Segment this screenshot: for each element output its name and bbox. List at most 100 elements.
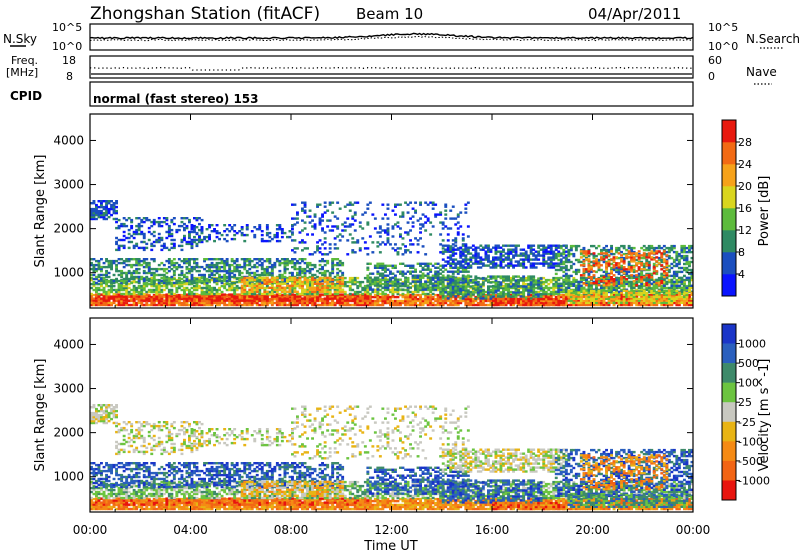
power-cell	[203, 303, 206, 307]
power-cell	[635, 299, 639, 303]
power-cell	[386, 301, 390, 305]
power-cell	[92, 273, 96, 277]
power-cell	[348, 233, 352, 236]
power-cell	[117, 226, 121, 230]
power-cell	[228, 297, 232, 300]
power-cell	[436, 301, 440, 305]
power-cell	[494, 256, 498, 259]
power-cell	[190, 295, 194, 298]
power-cell	[411, 284, 415, 288]
power-cell	[185, 303, 189, 307]
power-cell	[293, 284, 297, 288]
power-cell	[115, 220, 118, 224]
power-cell	[585, 276, 588, 280]
power-cell	[175, 281, 179, 285]
power-cell	[341, 288, 345, 291]
power-cell	[263, 278, 267, 282]
power-cell	[203, 301, 206, 305]
power-cell	[296, 213, 299, 216]
power-cell	[688, 280, 691, 284]
power-cell	[660, 303, 664, 307]
power-cell	[218, 279, 221, 283]
power-cell	[552, 297, 556, 301]
power-cell	[552, 282, 556, 286]
power-cell	[235, 267, 239, 271]
power-cell	[348, 284, 352, 288]
power-cell	[605, 303, 608, 307]
power-cell	[519, 299, 523, 303]
power-cell	[286, 261, 289, 265]
power-cell	[336, 297, 340, 301]
power-cell	[120, 286, 124, 290]
power-cell	[552, 286, 556, 290]
power-cell	[147, 269, 151, 273]
power-cell	[469, 286, 473, 290]
power-cell	[95, 277, 98, 281]
power-cell	[316, 290, 319, 294]
power-cell	[439, 221, 443, 224]
power-cell	[198, 217, 201, 220]
power-cell	[436, 303, 440, 307]
power-cell	[321, 297, 324, 301]
power-cell	[630, 301, 634, 305]
power-cell	[527, 299, 531, 303]
power-cell	[476, 303, 480, 307]
power-cell	[175, 267, 179, 271]
power-cell	[172, 246, 176, 250]
power-cell	[564, 299, 568, 303]
power-cell	[240, 265, 244, 269]
power-cell	[213, 228, 216, 231]
power-cell	[326, 259, 330, 263]
power-cell	[308, 215, 312, 218]
power-cell	[147, 267, 151, 271]
power-cell	[346, 253, 350, 256]
power-cell	[208, 278, 211, 282]
power-cell	[414, 276, 417, 279]
power-cell	[177, 295, 181, 298]
power-cell	[318, 276, 322, 280]
power-cell	[275, 290, 279, 294]
power-cell	[225, 275, 229, 279]
power-cell	[421, 303, 425, 307]
power-cell	[688, 295, 691, 299]
power-cell	[431, 284, 435, 287]
power-cell	[223, 261, 227, 265]
power-cell	[230, 275, 234, 279]
power-cell	[243, 282, 247, 285]
power-cell	[481, 248, 485, 251]
power-cell	[532, 276, 536, 280]
power-cell	[102, 211, 106, 215]
power-cell	[396, 225, 400, 228]
power-cell	[574, 295, 578, 299]
power-cell	[424, 201, 428, 204]
power-cell	[110, 213, 113, 217]
power-cell	[351, 251, 355, 254]
power-cell	[494, 248, 498, 251]
power-cell	[306, 276, 309, 280]
power-cell	[489, 248, 493, 251]
power-cell	[333, 288, 337, 292]
power-cell	[313, 273, 317, 277]
power-cell	[406, 233, 410, 236]
power-cell	[157, 284, 161, 288]
power-cell	[607, 295, 611, 299]
power-cell	[421, 290, 425, 294]
power-cell	[316, 205, 319, 208]
power-cell	[326, 292, 330, 296]
power-cell	[125, 236, 129, 240]
power-cell	[318, 299, 322, 303]
power-cell	[336, 276, 340, 280]
power-cell	[215, 299, 219, 302]
power-cell	[557, 295, 561, 299]
power-cell	[150, 273, 154, 277]
power-cell	[504, 276, 508, 280]
power-cell	[386, 295, 390, 299]
power-cell	[195, 279, 199, 283]
power-cell	[338, 263, 342, 267]
power-cell	[487, 256, 490, 259]
power-cell	[509, 293, 513, 297]
power-cell	[240, 278, 244, 282]
power-cell	[456, 270, 460, 273]
power-cell	[238, 303, 242, 307]
power-cell	[424, 253, 428, 256]
